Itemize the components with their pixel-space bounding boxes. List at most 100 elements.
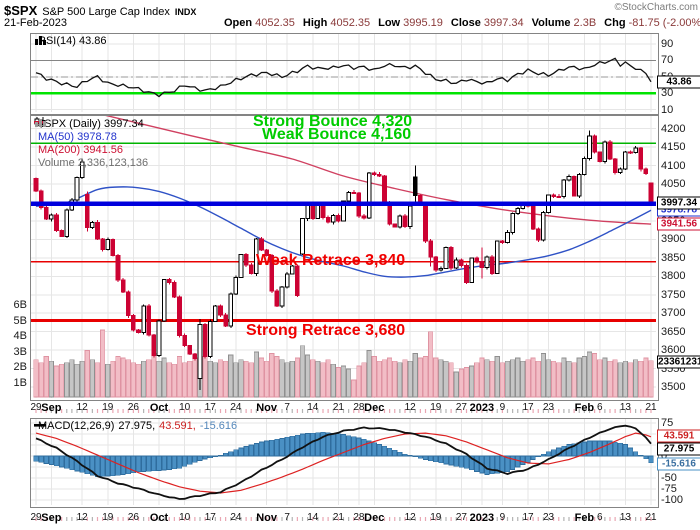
annotation-text: Strong Retrace 3,680 bbox=[246, 322, 406, 339]
rsi-axis-label: 90 bbox=[661, 38, 674, 50]
date-tick-label: 7 bbox=[284, 512, 290, 523]
date-tick-label: 9 bbox=[499, 512, 506, 523]
price-axis-label: 4050 bbox=[661, 178, 686, 191]
macd-signal-value: 43.591, bbox=[159, 420, 196, 432]
date-tick-label: 19 bbox=[102, 512, 114, 523]
rsi-legend-text: RSI(14) 43.86 bbox=[38, 35, 107, 47]
date-tick-label: 12 bbox=[404, 402, 416, 413]
volume-axis-label: 6B bbox=[13, 299, 27, 312]
date-axis-bottom: 29 Sep 12 19 26 Oct 10 17 24 Nov 7 14 21 28 Dec 12 19 27 2… bbox=[0, 512, 700, 525]
price-plot bbox=[31, 116, 656, 398]
date-tick-label: 23 bbox=[542, 512, 555, 523]
date-tick-label: 19 bbox=[430, 512, 442, 523]
rsi-legend: RSI(14) 43.86 bbox=[34, 35, 106, 47]
index-name: S&P 500 Large Cap Index bbox=[42, 6, 170, 18]
date-axis: 29 Sep 12 19 26 Oct 10 17 24 Nov 7 14 21 28 Dec 12 19 27 2… bbox=[0, 402, 700, 415]
volume-axis-label: 4B bbox=[13, 330, 27, 343]
tick-strip bbox=[31, 400, 658, 413]
price-axis-label: 3700 bbox=[661, 307, 686, 320]
quote-label: Volume bbox=[531, 17, 571, 29]
date-tick-label: Feb bbox=[574, 512, 595, 524]
date-tick-label: 26 bbox=[127, 512, 139, 523]
volume-axis-label: 1B bbox=[13, 376, 27, 389]
price-legend-row: $SPX (Daily) 3997.34 bbox=[34, 117, 148, 130]
date-tick-label: 24 bbox=[230, 512, 242, 523]
chart-title-row: $SPX S&P 500 Large Cap Index INDX bbox=[4, 2, 698, 20]
date-tick-label: 21 bbox=[645, 512, 657, 523]
date-tick-label: 28 bbox=[353, 512, 365, 523]
macd-legend: MACD(12,26,9) 27.975, 43.591, -15.616 bbox=[34, 420, 237, 432]
quote-label: Low bbox=[378, 17, 401, 29]
price-axis-label: 3850 bbox=[661, 251, 686, 264]
macd-signal-box: 43.591 bbox=[657, 429, 700, 443]
price-legend-text: MA(200) 3941.56 bbox=[38, 143, 123, 156]
date-tick-label: 19 bbox=[430, 402, 442, 413]
date-tick-label: 13 bbox=[619, 512, 631, 523]
quote-value: 3995.19 bbox=[403, 17, 443, 29]
annotation-text: Weak Bounce 4,160 bbox=[262, 126, 412, 143]
rsi-axis-label: 10 bbox=[661, 103, 674, 116]
quote-value: 3997.34 bbox=[483, 17, 524, 29]
date-tick-label: 29 bbox=[30, 512, 42, 523]
quote-fields: Open 4052.35 High 4052.35 Low 3995.19 Close 399… bbox=[216, 17, 700, 29]
price-legend-text: $SPX (Daily) 3997.34 bbox=[38, 117, 144, 130]
date-tick-label: 14 bbox=[307, 402, 319, 413]
price-axis-label: 4100 bbox=[661, 159, 686, 172]
price-panel: $SPX (Daily) 3997.34 MA(50) 3978.78 MA(200… bbox=[30, 115, 659, 401]
date-tick-label: 6 bbox=[596, 402, 603, 413]
date-tick-label: 27 bbox=[455, 402, 467, 413]
date-tick-label: 28 bbox=[353, 402, 365, 413]
macd-legend-label: MACD(12,26,9) bbox=[38, 420, 115, 432]
quote-label: Open bbox=[224, 17, 253, 29]
ma200-value-box: 3941.56 bbox=[657, 217, 700, 231]
date-tick-label: 13 bbox=[619, 402, 631, 413]
quote-label: Close bbox=[450, 17, 481, 29]
price-axis-label: 3650 bbox=[661, 325, 686, 338]
annotation-text: Weak Retrace 3,840 bbox=[256, 252, 406, 269]
macd-axis-label: 0 bbox=[661, 450, 668, 462]
date-tick-label: 17 bbox=[204, 512, 216, 523]
date-tick-label: 21 bbox=[645, 402, 657, 413]
date-tick-label: Sep bbox=[41, 512, 62, 524]
date-tick-label: 17 bbox=[522, 512, 534, 523]
date-tick-label: Oct bbox=[149, 512, 169, 524]
quote-label: Chg bbox=[604, 17, 626, 29]
last-price-box: 3997.34 bbox=[657, 196, 700, 209]
macd-hist-box: -15.616 bbox=[657, 457, 700, 471]
quote-summary-row: 21-Feb-2023 Open 4052.35 High 4052.35 Low 3995… bbox=[4, 17, 700, 29]
date-tick-label: Nov bbox=[256, 512, 278, 524]
rsi-panel: RSI(14) 43.86 bbox=[30, 33, 659, 115]
date-tick-label: Oct bbox=[149, 402, 169, 414]
date-tick-label: Feb bbox=[574, 402, 595, 414]
date-tick-label: Sep bbox=[41, 402, 62, 414]
date-tick-label: 27 bbox=[455, 512, 467, 523]
date-tick-label: 12 bbox=[76, 512, 88, 523]
rsi-value-box: 43.86 bbox=[657, 75, 700, 89]
date-tick-label: 10 bbox=[179, 402, 191, 413]
date-tick-label: 24 bbox=[230, 402, 242, 413]
price-legend-row: Volume 2,336,123,136 bbox=[34, 119, 148, 169]
macd-value: 27.975, bbox=[118, 420, 156, 432]
tick-strip bbox=[31, 508, 658, 521]
price-legend-row: MA(200) 3941.56 bbox=[34, 121, 148, 156]
chart-date: 21-Feb-2023 bbox=[4, 17, 67, 29]
price-axis-label: 4200 bbox=[661, 122, 686, 135]
date-tick-label: 12 bbox=[76, 402, 88, 413]
quote-value: 4052.35 bbox=[255, 17, 295, 29]
date-tick-label: 10 bbox=[179, 512, 191, 523]
date-tick-label: 23 bbox=[542, 402, 555, 413]
volume-axis-label: 2B bbox=[13, 361, 27, 374]
price-axis-label: 3750 bbox=[661, 288, 686, 301]
volume-axis-label: 3B bbox=[13, 345, 27, 358]
date-tick-label: 12 bbox=[404, 512, 416, 523]
date-tick-label: 26 bbox=[127, 402, 139, 413]
price-axis-label: 4150 bbox=[661, 141, 686, 154]
macd-panel: MACD(12,26,9) 27.975, 43.591, -15.616 bbox=[30, 418, 659, 508]
date-tick-label: Nov bbox=[256, 402, 278, 414]
date-tick-label: 21 bbox=[332, 512, 344, 523]
price-legend: $SPX (Daily) 3997.34 MA(50) 3978.78 MA(200… bbox=[34, 117, 148, 169]
macd-hist-value: -15.616 bbox=[199, 420, 238, 432]
rsi-axis-label: 30 bbox=[661, 87, 674, 100]
macd-value-box: 27.975 bbox=[657, 442, 700, 456]
